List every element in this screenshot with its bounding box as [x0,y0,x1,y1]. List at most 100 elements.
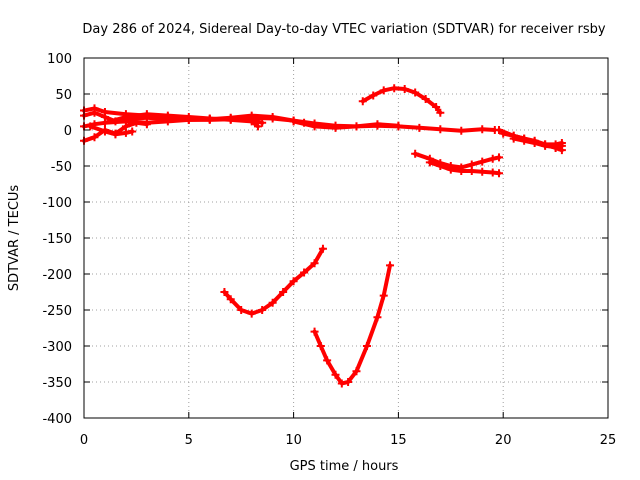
series-arc-hump [360,86,443,115]
data-point [551,143,560,152]
x-axis-label: GPS time / hours [290,459,399,474]
x-tick-label: 5 [185,433,193,448]
y-axis-label: SDTVAR / TECUs [7,185,22,292]
x-tick-label: 15 [390,433,407,448]
data-point [467,167,476,176]
data-point [488,154,497,163]
data-point [352,367,361,376]
y-axis-ticks: 100 50 0 -50 -100 -150 -200 -250 -300 -350 -400 [42,52,608,427]
series-arc-low-2 [312,263,392,386]
y-tick-label: 0 [64,124,72,139]
data-point [495,169,504,178]
data-point [390,84,399,93]
data-point [478,167,487,176]
y-tick-label: -250 [42,304,72,319]
data-point [478,157,487,166]
data-point [318,244,327,253]
grid-lines [84,58,608,418]
chart-title: Day 286 of 2024, Sidereal Day-to-day VTE… [82,22,605,37]
data-point [457,126,466,135]
y-tick-label: -350 [42,376,72,391]
data-point [300,268,309,277]
data-point [220,288,229,296]
data-point [100,118,109,127]
data-point [373,313,382,322]
data-point [90,108,99,117]
data-point [121,128,130,137]
data-point [258,118,267,127]
y-tick-label: 100 [47,52,72,67]
data-point [142,110,151,119]
data-point [373,120,382,129]
data-point [86,122,95,131]
data-point [132,118,141,127]
series-arc-low-1 [222,246,325,316]
data-point [323,356,332,365]
data-point [369,91,378,100]
y-tick-label: -100 [42,196,72,211]
y-tick-label: -150 [42,232,72,247]
data-point [400,84,409,93]
data-point [331,370,340,379]
x-tick-label: 25 [600,433,617,448]
data-point [268,298,277,307]
data-point [495,126,504,134]
data-point [289,117,298,126]
x-axis-ticks: 0 5 10 15 20 25 [80,58,616,448]
data-point [226,115,235,124]
data-point [289,277,298,286]
y-tick-label: -400 [42,412,72,427]
data-point [362,342,371,350]
data-point [337,379,346,388]
data-point [446,165,455,174]
data-point [258,306,267,314]
series-arc-dip-1 [413,151,501,170]
data-point [478,125,487,134]
data-point [128,127,137,136]
y-tick-label: -200 [42,268,72,283]
data-point [331,123,340,132]
x-tick-label: 10 [285,433,302,448]
data-point [352,122,361,131]
y-tick-label: -50 [51,160,72,175]
data-point [111,130,120,139]
data-point [247,117,256,126]
data-point [457,167,466,176]
data-point [379,86,388,95]
data-point [415,123,424,132]
data-point [541,141,550,150]
data-point [499,129,508,138]
data-point [90,133,99,142]
data-point [520,136,529,145]
data-point [509,134,518,143]
data-point [386,261,395,270]
data-point [253,122,262,131]
data-point [310,122,319,131]
data-point [425,158,434,167]
data-point [358,97,367,106]
data-point [411,88,420,97]
data-point [205,114,214,123]
data-point [121,113,130,122]
data-point [142,120,151,129]
data-point [268,113,277,122]
plot-frame [83,57,609,419]
data-point [421,95,430,104]
data-point [557,141,566,150]
data-point [530,138,539,147]
y-tick-label: 50 [55,88,72,103]
data-point [495,153,504,162]
data-point [432,102,441,111]
data-point [247,309,256,318]
x-tick-label: 20 [495,433,512,448]
data-point [411,149,420,158]
x-tick-label: 0 [80,433,88,448]
y-tick-label: -300 [42,340,72,355]
data-point [316,342,325,350]
data-point [184,113,193,122]
data-point [100,127,109,136]
data-point [379,291,388,300]
data-point [310,327,319,336]
